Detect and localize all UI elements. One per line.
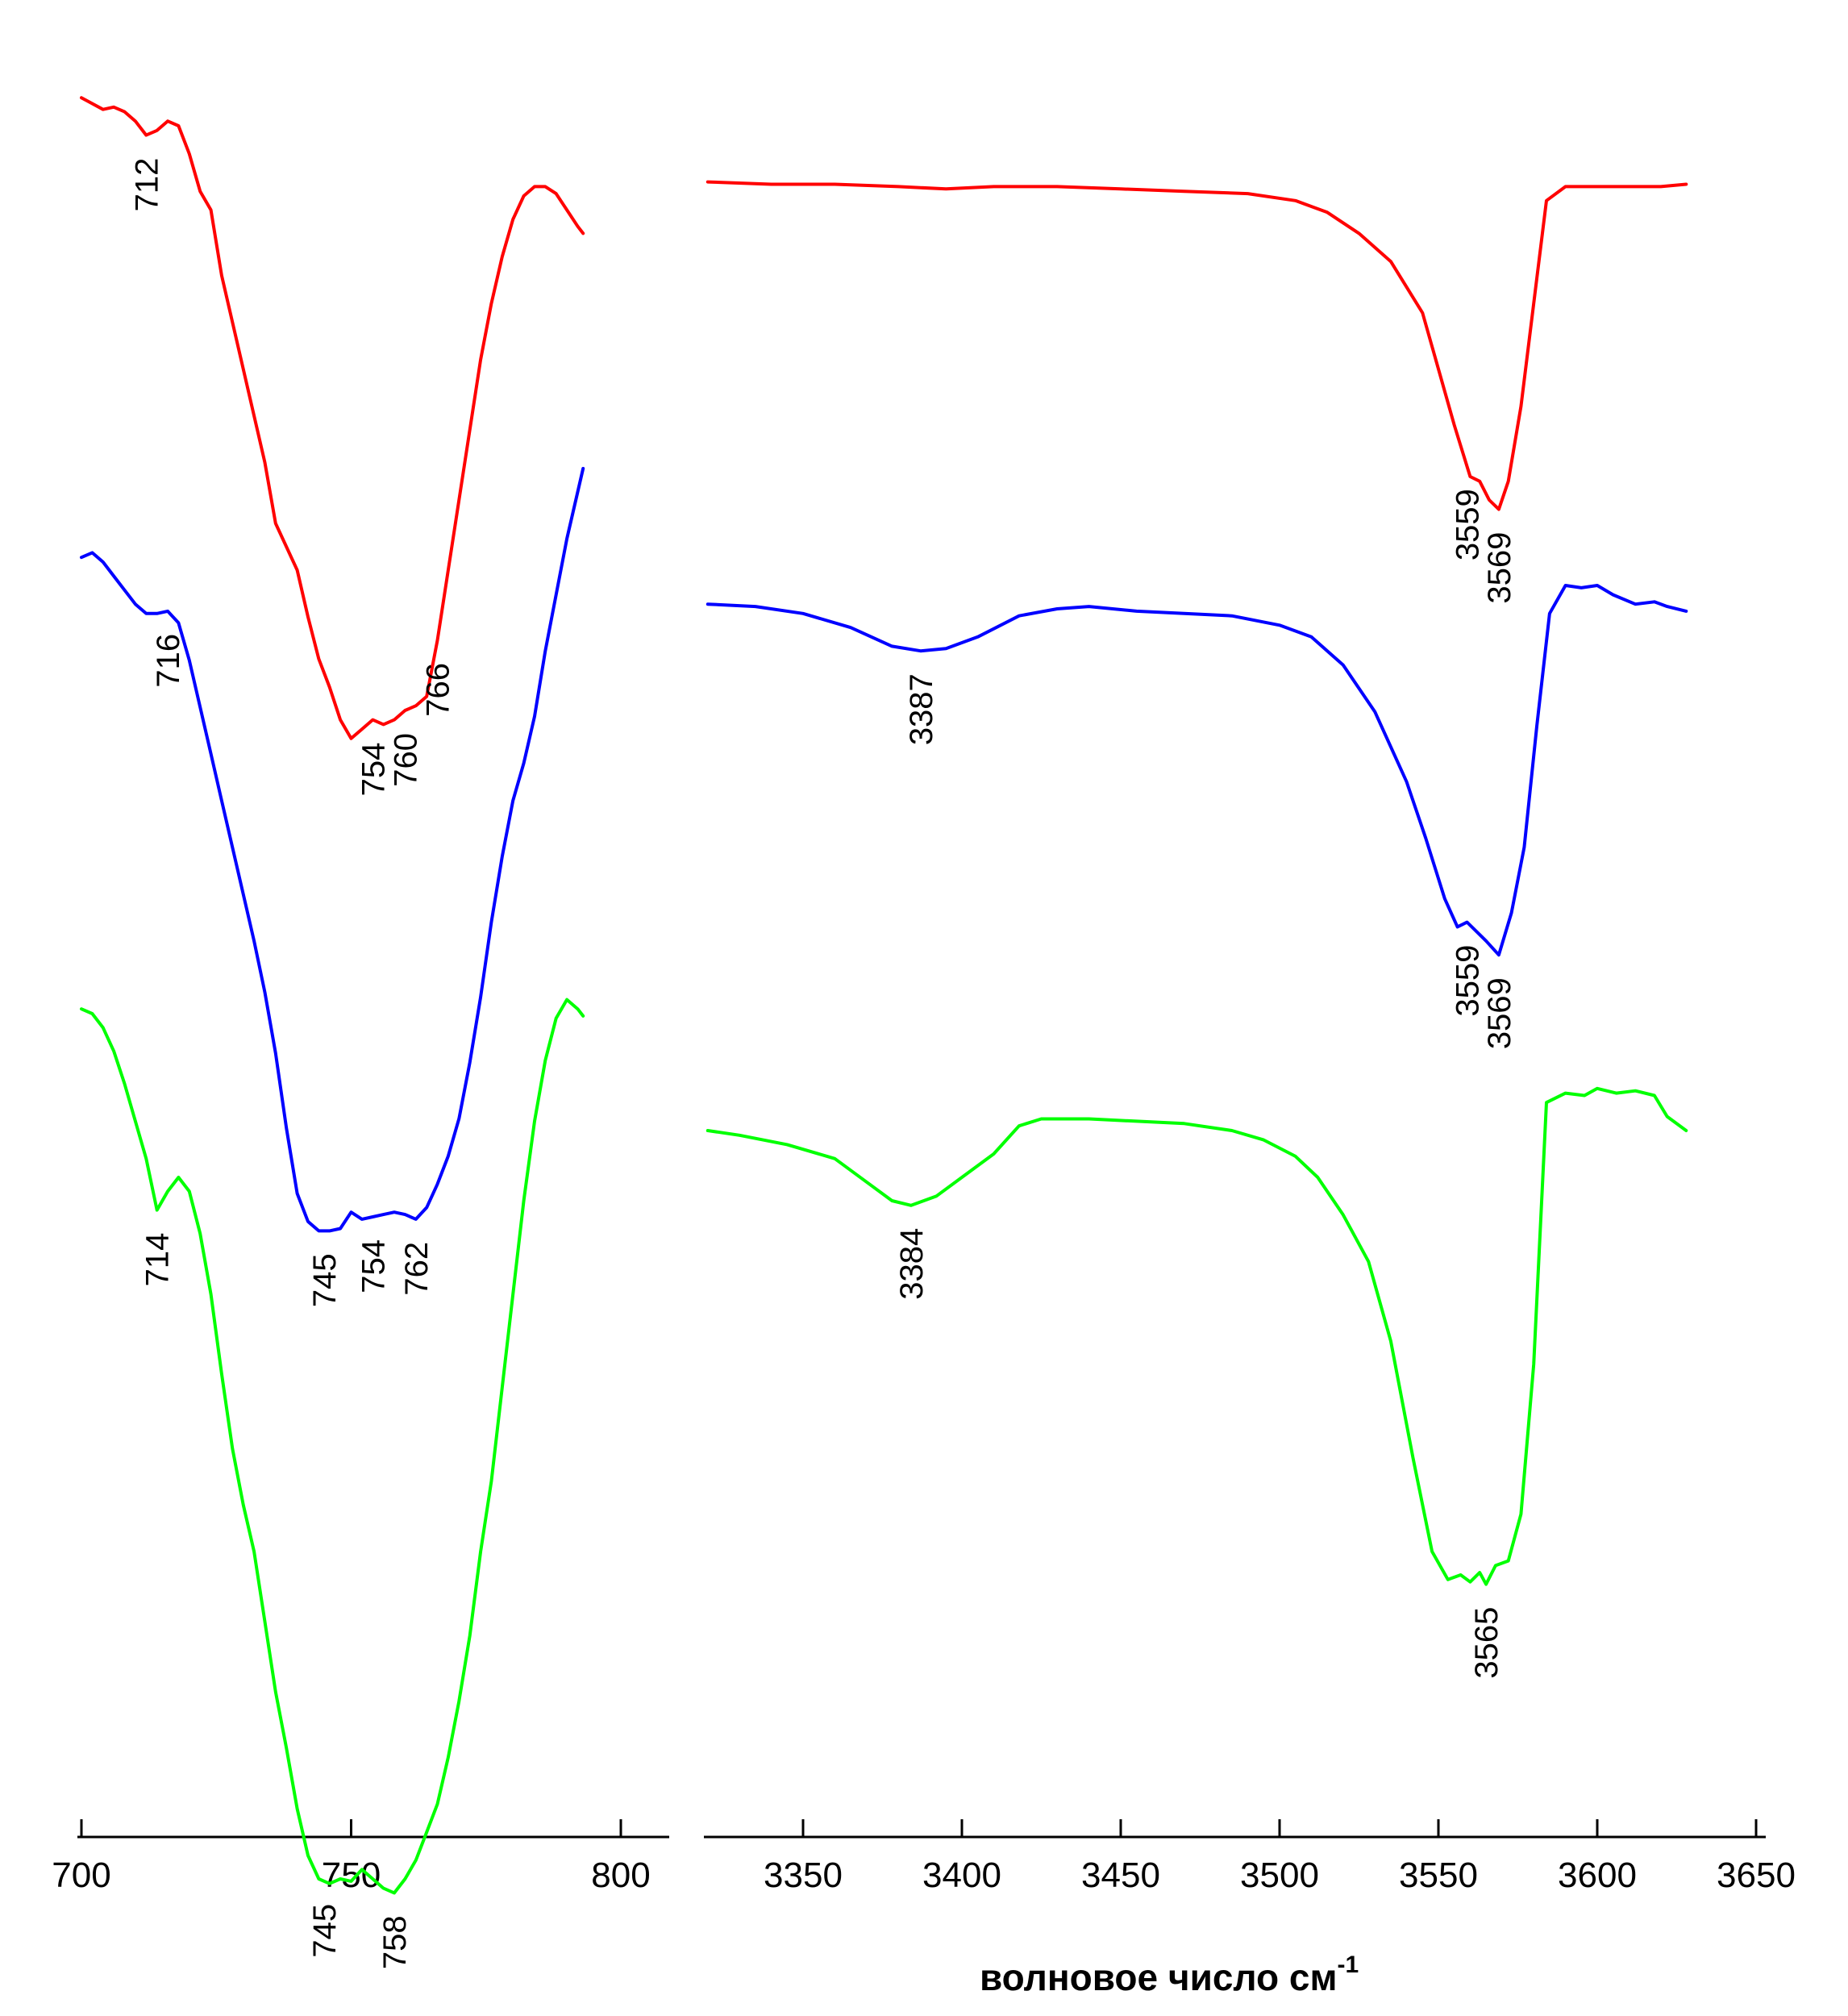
x-tick-label: 3650 — [1717, 1856, 1796, 1895]
peak-label: 3559 — [1451, 489, 1486, 560]
peak-label: 716 — [151, 634, 186, 688]
peak-label: 3387 — [904, 673, 939, 745]
x-tick-label: 3550 — [1399, 1856, 1478, 1895]
x-tick-label: 800 — [591, 1856, 650, 1895]
peak-label: 766 — [421, 663, 456, 717]
peak-label: 3569 — [1482, 977, 1517, 1049]
peak-label: 745 — [307, 1904, 343, 1958]
peak-label: 712 — [129, 158, 164, 212]
x-tick-label: 3350 — [764, 1856, 843, 1895]
series-line — [80, 998, 585, 1895]
x-tick-label: 3400 — [922, 1856, 1001, 1895]
peak-label: 762 — [399, 1242, 435, 1296]
series-line — [80, 96, 585, 740]
peak-label: 714 — [140, 1233, 176, 1287]
series-line — [705, 1086, 1688, 1586]
right-panel-3320-3650: 3350 3400 3450 3500 3550 3600 3650355935693387… — [704, 180, 1796, 1895]
peak-label: 760 — [388, 733, 423, 787]
peak-label: 758 — [377, 1915, 413, 1969]
peak-label: 3569 — [1482, 532, 1517, 604]
series-line — [80, 467, 585, 1233]
x-tick-label: 3450 — [1081, 1856, 1160, 1895]
peak-label: 3565 — [1469, 1607, 1505, 1679]
peak-label: 754 — [356, 743, 391, 797]
peak-label: 754 — [356, 1239, 391, 1293]
x-tick-label: 3600 — [1558, 1856, 1637, 1895]
x-tick-label: 3500 — [1240, 1856, 1319, 1895]
x-tick-label: 700 — [52, 1856, 110, 1895]
peak-label: 745 — [307, 1253, 343, 1307]
peak-label: 3384 — [894, 1228, 930, 1300]
x-tick-label: 750 — [322, 1856, 381, 1895]
x-axis-label: волновое число см-1 — [980, 1951, 1359, 1998]
series-line — [705, 584, 1688, 957]
peak-label: 3559 — [1451, 945, 1486, 1017]
series-line — [705, 180, 1688, 511]
